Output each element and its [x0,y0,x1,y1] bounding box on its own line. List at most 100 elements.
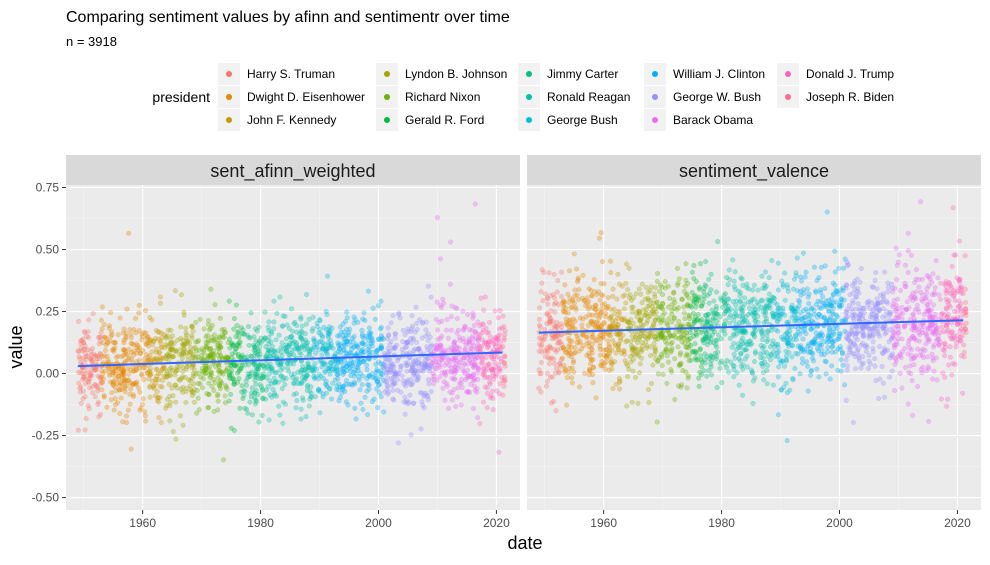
data-point [112,340,118,346]
data-point [421,405,427,411]
data-point [951,335,957,341]
data-point [251,342,257,348]
data-point [235,351,241,358]
data-point [110,379,116,385]
data-point [373,361,379,367]
data-point [738,307,744,313]
data-point [726,314,733,320]
data-point [206,391,212,397]
data-point [157,383,163,389]
data-point [681,310,687,316]
data-point [696,297,702,303]
data-point [880,314,886,320]
data-point [121,373,127,379]
data-point [617,330,623,337]
data-point [122,349,128,355]
data-point [81,373,87,379]
data-point [414,320,420,326]
data-point [564,375,570,381]
data-point [709,372,715,378]
data-point [147,372,153,378]
data-point [226,375,232,381]
data-point [77,356,83,362]
data-point [254,328,260,334]
data-point [344,339,350,345]
data-point [299,344,305,350]
data-point [844,367,850,373]
data-point [896,330,902,336]
data-point [636,318,642,324]
data-point [123,330,129,336]
data-point [799,346,805,352]
data-point [75,369,82,375]
legend-item: Lyndon B. Johnson [376,63,507,85]
data-point [873,269,879,276]
data-point [759,273,765,279]
data-point [249,369,255,375]
data-point [294,376,300,382]
data-point [474,370,480,376]
data-point [451,340,457,346]
data-point [203,365,209,372]
data-point [372,316,378,322]
data-point [335,340,341,346]
data-point [252,352,258,358]
data-point [316,386,322,392]
data-point [304,345,310,352]
data-point [230,376,236,382]
data-point [848,327,855,333]
data-point [167,373,174,379]
data-point [252,373,258,379]
data-point [99,387,105,393]
data-point [377,326,383,332]
data-point [156,415,162,421]
data-point [362,394,368,400]
data-point [918,199,924,205]
data-point [86,406,92,412]
data-point [102,347,109,354]
data-point [271,298,277,304]
data-point [683,261,689,267]
data-point [775,260,781,266]
data-point [915,383,921,390]
data-point [314,341,320,347]
data-point [574,333,580,339]
data-point [262,335,268,341]
data-point [265,365,271,371]
data-point [245,371,251,377]
data-point [572,350,578,356]
data-point [89,345,95,352]
data-point [728,359,734,365]
data-point [545,355,552,361]
legend-label: Harry S. Truman [247,67,335,81]
data-point [134,345,140,351]
data-point [963,299,969,305]
data-point [186,349,192,355]
data-point [586,298,592,305]
data-point [408,376,414,382]
data-point [256,338,262,344]
data-point [153,327,159,333]
data-point [199,352,205,358]
data-point [817,343,823,349]
data-point [147,369,153,375]
data-point [102,368,108,374]
data-point [138,405,144,411]
data-point [220,334,226,340]
data-point [536,322,542,328]
data-point [842,382,848,388]
data-point [404,368,410,375]
data-point [172,369,179,375]
data-point [274,310,280,317]
data-point [409,313,415,319]
data-point [102,334,108,341]
data-point [269,394,275,400]
data-point [231,326,237,332]
data-point [207,345,214,352]
data-point [433,343,439,349]
data-point [201,350,207,356]
data-point [449,397,455,403]
data-point [698,353,704,359]
data-point [303,414,309,420]
data-point [919,296,925,302]
